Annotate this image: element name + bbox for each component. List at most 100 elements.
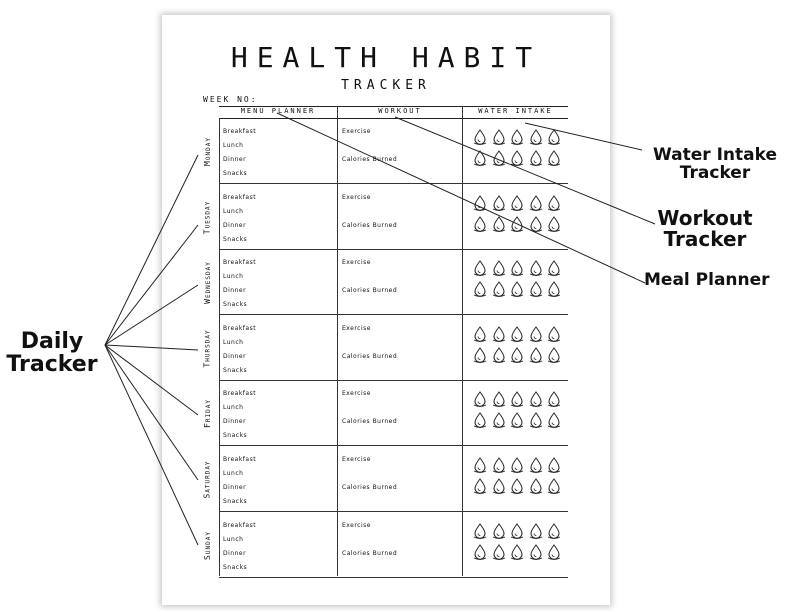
water-drop-icon[interactable] — [473, 215, 487, 232]
workout-field-calories-burned[interactable]: Calories Burned — [342, 484, 398, 491]
water-drop-icon[interactable] — [529, 194, 543, 211]
water-drop-icon[interactable] — [473, 260, 487, 277]
water-drop-icon[interactable] — [473, 412, 487, 429]
water-drop-icon[interactable] — [529, 522, 543, 539]
water-drop-icon[interactable] — [547, 478, 561, 494]
water-drop-icon[interactable] — [510, 346, 524, 363]
water-drop-icon[interactable] — [510, 281, 524, 298]
water-drop-icon[interactable] — [492, 325, 506, 342]
water-drop-icon[interactable] — [510, 150, 524, 166]
water-drop-icon[interactable] — [529, 260, 543, 277]
meal-field-breakfast[interactable]: Breakfast — [223, 456, 257, 463]
workout-field-exercise[interactable]: Exercise — [342, 128, 371, 135]
water-drop-icon[interactable] — [473, 129, 487, 145]
workout-field-exercise[interactable]: Exercise — [342, 324, 371, 332]
water-drop-icon[interactable] — [473, 522, 487, 539]
water-drop-icon[interactable] — [547, 522, 561, 539]
water-drop-icon[interactable] — [510, 522, 524, 539]
meal-field-snacks[interactable]: Snacks — [223, 563, 248, 571]
meal-field-snacks[interactable]: Snacks — [223, 498, 248, 505]
water-drop-icon[interactable] — [547, 194, 561, 211]
workout-field-exercise[interactable]: Exercise — [342, 521, 371, 529]
water-drop-icon[interactable] — [510, 457, 524, 473]
water-drop-icon[interactable] — [510, 478, 524, 494]
meal-field-lunch[interactable]: Lunch — [223, 535, 244, 543]
water-drop-icon[interactable] — [547, 457, 561, 473]
water-drop-icon[interactable] — [529, 346, 543, 363]
meal-field-breakfast[interactable]: Breakfast — [223, 324, 257, 332]
water-drop-icon[interactable] — [492, 391, 506, 408]
water-drop-icon[interactable] — [473, 325, 487, 342]
water-drop-icon[interactable] — [529, 129, 543, 145]
water-drop-icon[interactable] — [547, 325, 561, 342]
water-drop-icon[interactable] — [492, 412, 506, 429]
water-drop-icon[interactable] — [492, 478, 506, 494]
water-drop-icon[interactable] — [510, 391, 524, 408]
water-drop-icon[interactable] — [529, 457, 543, 473]
water-drop-icon[interactable] — [547, 281, 561, 298]
water-drop-icon[interactable] — [473, 543, 487, 560]
meal-field-snacks[interactable]: Snacks — [223, 366, 248, 374]
meal-field-dinner[interactable]: Dinner — [223, 352, 247, 360]
meal-field-lunch[interactable]: Lunch — [223, 142, 244, 149]
workout-field-calories-burned[interactable]: Calories Burned — [342, 352, 398, 360]
water-drop-icon[interactable] — [473, 457, 487, 473]
meal-field-dinner[interactable]: Dinner — [223, 287, 247, 295]
meal-field-breakfast[interactable]: Breakfast — [223, 259, 257, 267]
water-drop-icon[interactable] — [529, 412, 543, 429]
water-drop-icon[interactable] — [510, 412, 524, 429]
water-drop-icon[interactable] — [510, 215, 524, 232]
meal-field-snacks[interactable]: Snacks — [223, 235, 248, 243]
water-drop-icon[interactable] — [473, 391, 487, 408]
water-drop-icon[interactable] — [492, 457, 506, 473]
meal-field-snacks[interactable]: Snacks — [223, 170, 248, 177]
workout-field-exercise[interactable]: Exercise — [342, 193, 371, 201]
water-drop-icon[interactable] — [529, 391, 543, 408]
meal-field-lunch[interactable]: Lunch — [223, 338, 244, 346]
meal-field-breakfast[interactable]: Breakfast — [223, 521, 257, 529]
water-drop-icon[interactable] — [529, 478, 543, 494]
water-drop-icon[interactable] — [492, 150, 506, 166]
meal-field-breakfast[interactable]: Breakfast — [223, 193, 257, 201]
water-drop-icon[interactable] — [492, 129, 506, 145]
meal-field-lunch[interactable]: Lunch — [223, 404, 244, 412]
water-drop-icon[interactable] — [510, 129, 524, 145]
workout-field-calories-burned[interactable]: Calories Burned — [342, 156, 398, 163]
water-drop-icon[interactable] — [492, 543, 506, 560]
water-drop-icon[interactable] — [473, 478, 487, 494]
water-drop-icon[interactable] — [492, 215, 506, 232]
workout-field-calories-burned[interactable]: Calories Burned — [342, 549, 398, 557]
meal-field-snacks[interactable]: Snacks — [223, 432, 248, 440]
water-drop-icon[interactable] — [547, 260, 561, 277]
water-drop-icon[interactable] — [473, 281, 487, 298]
workout-field-calories-burned[interactable]: Calories Burned — [342, 287, 398, 295]
workout-field-exercise[interactable]: Exercise — [342, 456, 371, 463]
water-drop-icon[interactable] — [547, 215, 561, 232]
water-drop-icon[interactable] — [529, 543, 543, 560]
meal-field-dinner[interactable]: Dinner — [223, 418, 247, 426]
meal-field-dinner[interactable]: Dinner — [223, 549, 247, 557]
water-drop-icon[interactable] — [529, 150, 543, 166]
meal-field-breakfast[interactable]: Breakfast — [223, 390, 257, 398]
water-drop-icon[interactable] — [492, 281, 506, 298]
water-drop-icon[interactable] — [547, 412, 561, 429]
water-drop-icon[interactable] — [510, 260, 524, 277]
water-drop-icon[interactable] — [547, 150, 561, 166]
water-drop-icon[interactable] — [547, 543, 561, 560]
workout-field-exercise[interactable]: Exercise — [342, 259, 371, 267]
water-drop-icon[interactable] — [473, 346, 487, 363]
meal-field-dinner[interactable]: Dinner — [223, 484, 247, 491]
meal-field-dinner[interactable]: Dinner — [223, 156, 247, 163]
workout-field-exercise[interactable]: Exercise — [342, 390, 371, 398]
water-drop-icon[interactable] — [510, 325, 524, 342]
water-drop-icon[interactable] — [510, 194, 524, 211]
meal-field-lunch[interactable]: Lunch — [223, 470, 244, 477]
meal-field-breakfast[interactable]: Breakfast — [223, 128, 257, 135]
meal-field-snacks[interactable]: Snacks — [223, 301, 248, 309]
meal-field-lunch[interactable]: Lunch — [223, 207, 244, 215]
water-drop-icon[interactable] — [547, 391, 561, 408]
water-drop-icon[interactable] — [492, 194, 506, 211]
water-drop-icon[interactable] — [547, 129, 561, 145]
water-drop-icon[interactable] — [529, 325, 543, 342]
water-drop-icon[interactable] — [510, 543, 524, 560]
